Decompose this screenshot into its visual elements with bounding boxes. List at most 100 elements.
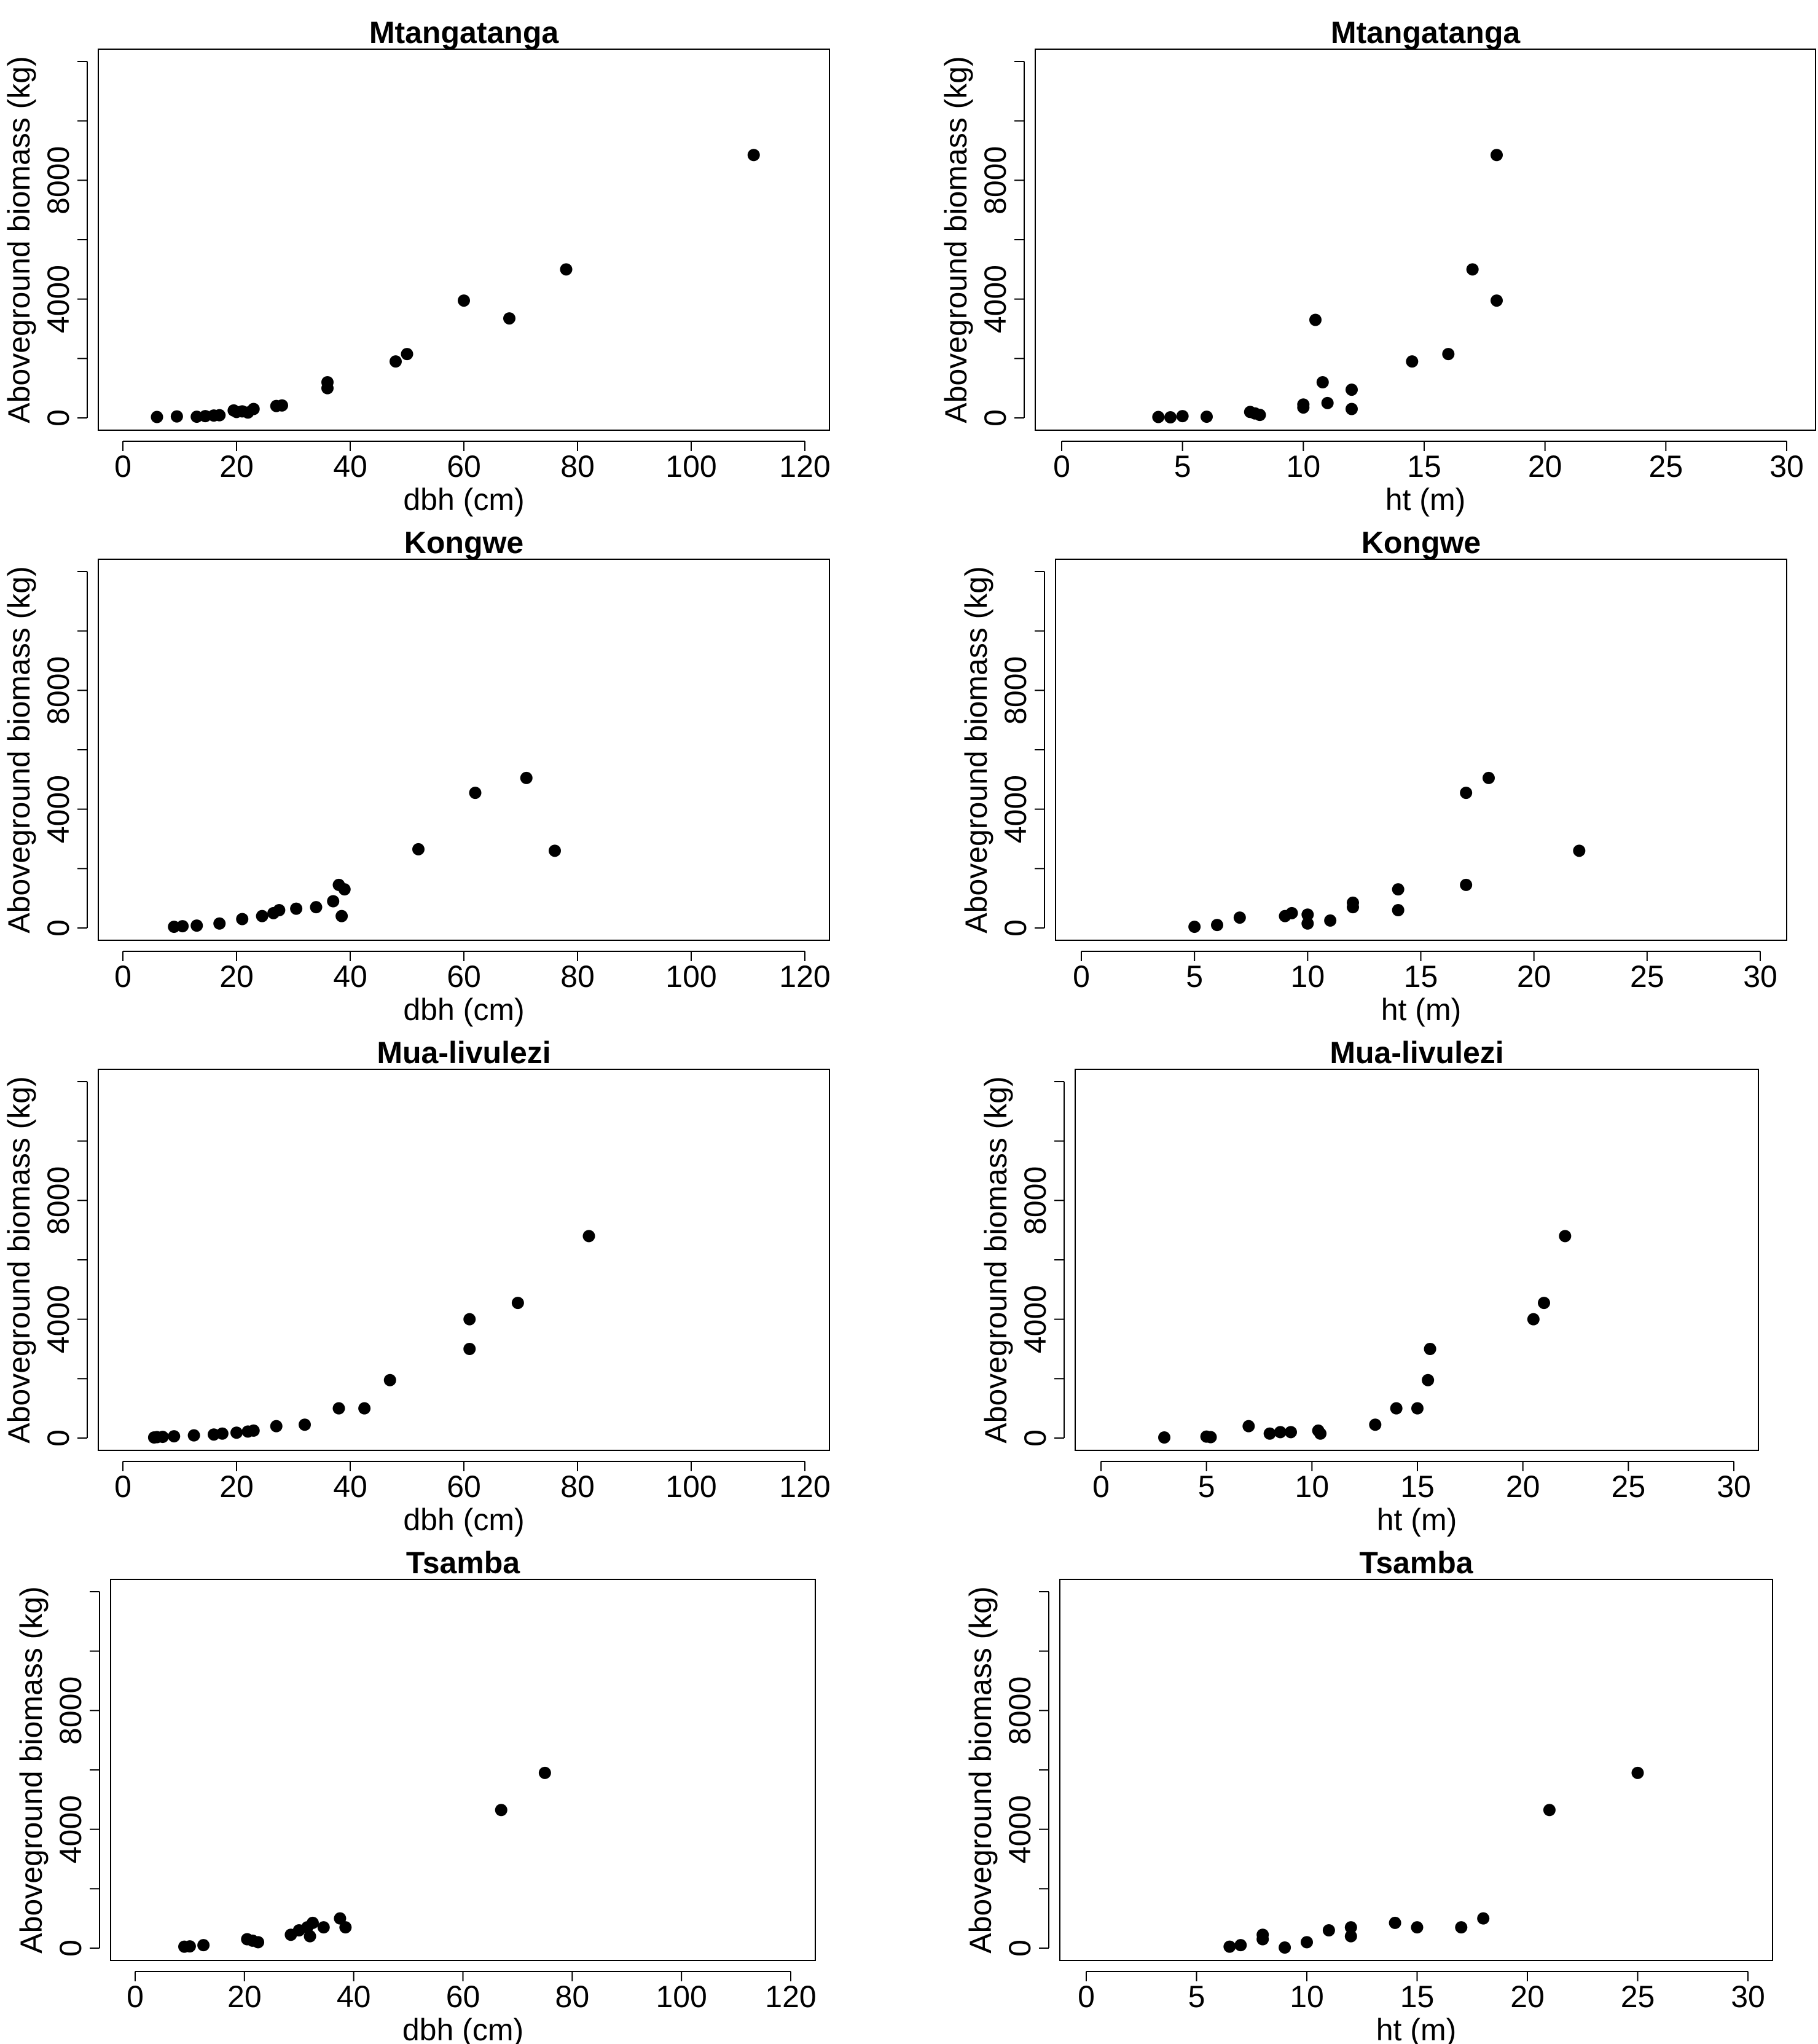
x-tick-label: 0 [1053,449,1070,484]
x-tick-label: 25 [1612,1469,1646,1504]
x-tick-label: 30 [1743,959,1777,994]
data-point [168,1430,181,1443]
y-tick-label: 0 [41,919,76,937]
data-point [1223,1940,1236,1953]
data-point [213,409,226,422]
data-point [463,1313,476,1326]
x-axis-label: ht (m) [1385,482,1466,517]
x-axis-label: ht (m) [1381,993,1462,1027]
scatter-panel-8: Tsamba 0 5 10 15 20 25 30 ht (m) 0 4000 8000Abovegr… [963,1546,1773,2044]
data-point [1274,1426,1287,1439]
panel-title: Kongwe [1362,525,1481,560]
data-point [1411,1921,1424,1934]
y-tick-label: 0 [53,1940,88,1957]
scatter-panel-7: Tsamba 0 20 40 60 80 100 120 dbh (cm) 0 4000 8000Ab… [14,1546,817,2044]
plot-frame [1055,559,1787,941]
data-point [1344,1930,1357,1943]
data-point [151,411,163,423]
x-tick-label: 20 [1528,449,1562,484]
y-tick-label: 4000 [1018,1285,1052,1353]
data-point [383,1374,396,1386]
data-point [273,904,286,916]
x-tick-label: 80 [560,449,595,484]
x-tick-label: 10 [1287,449,1321,484]
data-point [176,920,189,933]
panel-title: Mtangatanga [1331,15,1521,50]
data-point [270,1420,283,1433]
x-tick-label: 5 [1186,959,1203,994]
data-point [321,376,334,388]
x-tick-label: 80 [560,959,595,994]
x-axis-label: dbh (cm) [403,993,524,1027]
x-tick-label: 30 [1717,1469,1751,1504]
y-tick-label: 8000 [1003,1676,1037,1745]
data-point [1346,403,1358,415]
scatter-panel-6: Mua-livulezi 0 5 10 15 20 25 30 ht (m) 0 4000 8000A… [979,1036,1759,1537]
x-tick-label: 60 [447,1469,481,1504]
data-point [1406,355,1419,368]
data-point [1392,883,1405,896]
data-point [299,1418,311,1431]
y-tick-label: 4000 [41,265,76,333]
data-point [1477,1912,1490,1925]
data-point [256,910,268,922]
data-point [1234,1939,1247,1952]
data-point [1466,263,1479,276]
x-tick-label: 40 [333,1469,367,1504]
data-point [1422,1374,1435,1386]
scatter-panel-2: Mtangatanga 0 5 10 15 20 25 30 ht (m) 0 4000 8000Ab… [939,15,1816,517]
data-point [1389,1916,1401,1929]
data-point [458,294,470,307]
data-point [1322,1924,1335,1936]
x-tick-label: 20 [1506,1469,1540,1504]
y-tick-label: 8000 [978,146,1013,214]
data-point [1314,1427,1327,1440]
y-tick-label: 4000 [41,775,76,843]
data-point [1279,1941,1291,1954]
data-point [1483,771,1495,784]
x-tick-label: 10 [1291,959,1325,994]
data-point [1559,1230,1572,1243]
data-point [339,1921,352,1934]
y-tick-label: 8000 [41,656,76,725]
data-point [310,901,323,914]
x-tick-label: 25 [1621,1979,1655,2014]
data-point [216,1427,229,1440]
x-tick-label: 100 [656,1979,707,2014]
x-tick-label: 15 [1400,1469,1435,1504]
data-point [183,1940,196,1953]
data-point [1321,396,1334,409]
x-tick-label: 0 [1092,1469,1110,1504]
scatter-panel-1: Mtangatanga 0 20 40 60 80 100 120 dbh (cm) 0 4000 8… [2,15,831,517]
data-point [1188,921,1201,934]
x-tick-label: 20 [1510,1979,1545,2014]
plot-frame [1075,1069,1759,1451]
data-point [1392,904,1405,916]
y-tick-label: 8000 [998,656,1033,725]
y-axis-label: Aboveground biomass (kg) [2,566,36,934]
data-point [197,1939,210,1952]
y-tick-label: 4000 [1003,1795,1037,1863]
data-point [1543,1804,1556,1817]
y-tick-label: 0 [1018,1429,1052,1447]
x-tick-label: 0 [114,1469,131,1504]
x-tick-label: 0 [114,449,131,484]
x-tick-label: 5 [1198,1469,1215,1504]
plot-frame [98,1069,830,1451]
x-tick-label: 20 [227,1979,262,2014]
data-point [236,913,249,926]
data-point [1233,911,1246,924]
y-axis-label: Aboveground biomass (kg) [14,1586,49,1954]
data-point [503,312,515,325]
x-tick-label: 25 [1630,959,1664,994]
data-point [1631,1766,1644,1779]
x-axis-label: dbh (cm) [403,1503,524,1537]
data-point [1285,1426,1297,1439]
data-point [1253,409,1266,422]
y-axis-label: Aboveground biomass (kg) [959,566,993,934]
x-tick-label: 15 [1404,959,1438,994]
x-tick-label: 30 [1731,1979,1765,2014]
data-point [213,917,226,930]
x-tick-label: 60 [447,449,481,484]
data-point [560,263,573,276]
